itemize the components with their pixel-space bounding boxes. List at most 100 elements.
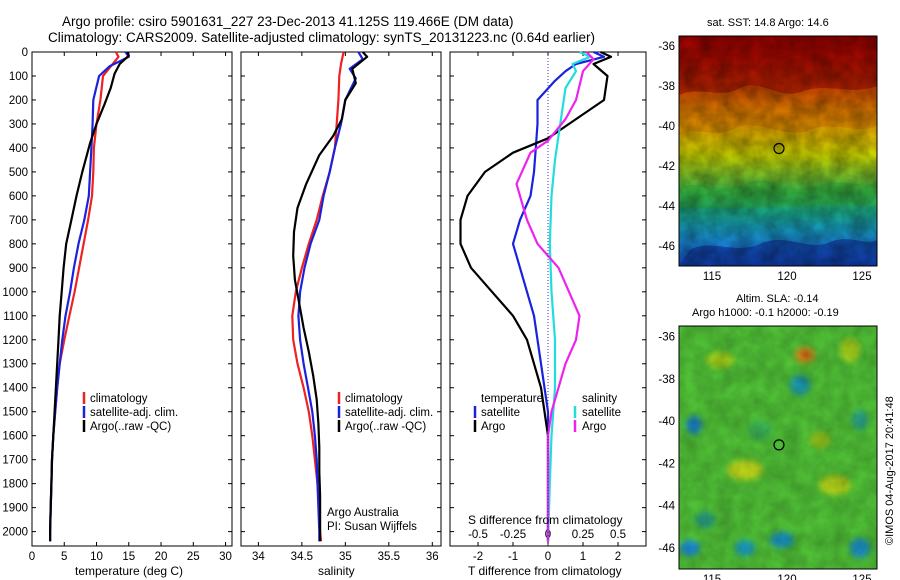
sst-map-title: sat. SST: 14.8 Argo: 14.6	[707, 17, 829, 29]
imos-credit: ©IMOS 04-Aug-2017 20:41:48	[884, 396, 896, 545]
depth-tick-label: 0	[22, 47, 28, 59]
sst_map-xtick-label: 115	[703, 271, 721, 283]
sst_map-ytick-label: -44	[658, 201, 675, 213]
salinity-line-satellite-adj-clim	[297, 51, 364, 542]
temperature-xtick-label: 20	[155, 551, 168, 563]
legend-label-salinity-argo: Argo	[582, 421, 606, 433]
legend-label-temperature-satellite: satellite	[481, 407, 520, 419]
sst_map-ytick-label: -42	[658, 161, 675, 173]
depth-tick-label: 1000	[2, 287, 28, 299]
salinity-xtick-label: 35	[339, 551, 352, 563]
axis-ticks-layer: 0100200300400500600700800900100011001200…	[2, 41, 871, 580]
difference-xlabel: T difference from climatology	[468, 564, 622, 578]
sla_map-ytick-label: -46	[658, 543, 675, 555]
sla_map-ytick-label: -40	[658, 416, 675, 428]
legend-label-satellite: satellite-adj. clim.	[345, 407, 433, 419]
sst_map-xtick-label: 120	[777, 271, 796, 283]
legend-label-argo: Argo(..raw -QC)	[345, 421, 426, 433]
salinity-xtick-label: 34.5	[291, 551, 313, 563]
sla_map-xtick-label: 120	[777, 574, 796, 580]
sst_map-xtick-label: 125	[852, 271, 871, 283]
legend-label-salinity-satellite: satellite	[582, 407, 621, 419]
difference-top-xtick-label: -0.25	[500, 529, 526, 541]
sla-argo-marker	[773, 439, 785, 451]
sst-argo-marker	[773, 142, 785, 155]
differences-xtick-label: 0	[545, 551, 551, 563]
differences-xtick-label: 2	[615, 551, 621, 563]
depth-tick-label: 1300	[2, 359, 28, 371]
depth-tick-label: 200	[9, 95, 28, 107]
temperature-xtick-label: 30	[219, 551, 232, 563]
differences-line-salinity-argo	[515, 51, 595, 542]
salinity-xtick-label: 36	[426, 551, 439, 563]
depth-tick-label: 1900	[2, 503, 28, 515]
depth-tick-label: 300	[9, 119, 28, 131]
temperature-legend: climatology satellite-adj. clim. Argo(..…	[82, 392, 178, 433]
temperature-line-argo-raw-qc	[49, 51, 130, 542]
temperature-xtick-label: 10	[90, 551, 103, 563]
depth-tick-label: 700	[9, 215, 28, 227]
depth-tick-label: 800	[9, 239, 28, 251]
depth-tick-label: 400	[9, 143, 28, 155]
sst_map-ytick-label: -46	[658, 241, 675, 253]
sst-map-image	[679, 36, 877, 266]
depth-tick-label: 1800	[2, 479, 28, 491]
depth-tick-label: 1600	[2, 431, 28, 443]
sla-map-frame	[678, 325, 878, 570]
sla_map-ytick-label: -38	[658, 374, 675, 386]
sst_map-ytick-label: -40	[658, 121, 675, 133]
temperature-panel-frame	[31, 51, 233, 547]
depth-tick-label: 1400	[2, 383, 28, 395]
depth-tick-label: 900	[9, 263, 28, 275]
salinity-xtick-label: 34	[252, 551, 265, 563]
sla-map-image	[679, 326, 877, 569]
legend-label-satellite: satellite-adj. clim.	[90, 407, 178, 419]
depth-tick-label: 500	[9, 167, 28, 179]
sst_map-ytick-label: -38	[658, 81, 675, 93]
temperature-xlabel: temperature (deg C)	[75, 564, 183, 578]
figure-title-line2: Climatology: CARS2009. Satellite-adjuste…	[48, 30, 595, 45]
sla_map-ytick-label: -36	[658, 332, 675, 344]
sst-map-frame	[678, 35, 878, 267]
temperature-xtick-label: 25	[187, 551, 200, 563]
temperature-xtick-label: 5	[61, 551, 67, 563]
differences-line-salinity-satellite	[546, 50, 592, 542]
legend-title-temperature: temperature	[481, 393, 543, 405]
sst_map-ytick-label: -36	[658, 41, 675, 53]
differences-line-temperature-satellite	[511, 50, 606, 542]
salinity-panel-frame	[240, 51, 442, 547]
salinity-legend: climatology satellite-adj. clim. Argo(..…	[337, 392, 433, 433]
profile-lines-layer	[49, 50, 613, 542]
salinity-xtick-label: 35.5	[378, 551, 400, 563]
depth-tick-label: 600	[9, 191, 28, 203]
legend-label-climatology: climatology	[345, 393, 403, 405]
salinity-annotation-line2: PI: Susan Wijffels	[327, 521, 417, 533]
difference-legend: temperature satellite Argo salinity sate…	[473, 393, 621, 433]
difference-top-xtick-label: 0.5	[610, 529, 626, 541]
sla_map-ytick-label: -42	[658, 458, 675, 470]
differences-xtick-label: -1	[508, 551, 518, 563]
depth-tick-label: 2000	[2, 527, 28, 539]
salinity-xlabel: salinity	[318, 564, 355, 578]
legend-title-salinity: salinity	[582, 393, 617, 405]
sla_map-xtick-label: 115	[703, 574, 721, 580]
differences-xtick-label: 1	[580, 551, 586, 563]
difference-top-xtick-label: 0.25	[572, 529, 594, 541]
figure-title-line1: Argo profile: csiro 5901631_227 23-Dec-2…	[62, 14, 514, 29]
legend-label-climatology: climatology	[90, 393, 148, 405]
depth-tick-label: 1200	[2, 335, 28, 347]
salinity-line-climatology	[291, 51, 345, 542]
differences-xtick-label: -2	[473, 551, 483, 563]
sla_map-ytick-label: -44	[658, 501, 675, 513]
difference-top-xlabel: S difference from climatology	[468, 513, 623, 527]
legend-label-temperature-argo: Argo	[481, 421, 505, 433]
depth-tick-label: 1100	[3, 311, 28, 323]
salinity-annotation-line1: Argo Australia	[327, 507, 399, 519]
sla-map-title-line1: Altim. SLA: -0.14	[736, 293, 819, 305]
differences-line-temperature-argo	[459, 50, 613, 542]
sla-map-title-line2: Argo h1000: -0.1 h2000: -0.19	[692, 307, 839, 319]
depth-tick-label: 1500	[2, 407, 28, 419]
legend-label-argo: Argo(..raw -QC)	[90, 421, 171, 433]
salinity-line-argo-raw-qc	[292, 51, 369, 542]
